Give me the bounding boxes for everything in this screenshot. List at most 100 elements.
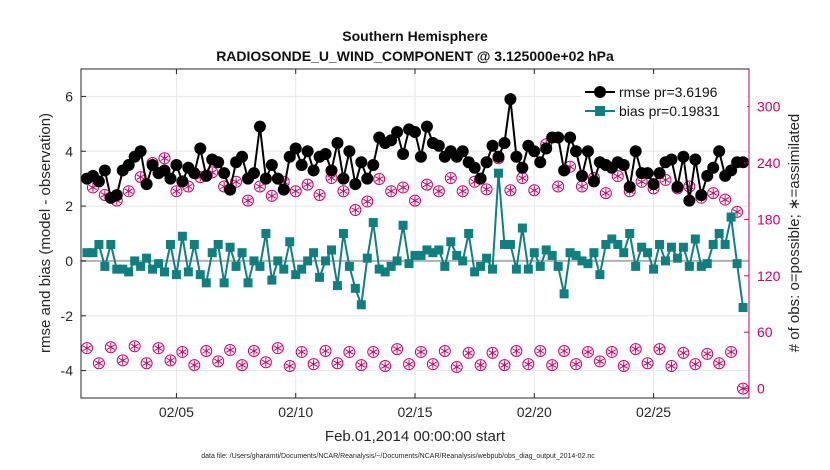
bias-point	[672, 253, 682, 263]
rmse-point	[492, 150, 505, 163]
asterisk-stroke	[607, 349, 616, 355]
rmse-point	[504, 93, 517, 106]
obs-assimilated-point	[386, 186, 396, 196]
bias-point	[374, 264, 384, 274]
obs-possible-point	[391, 343, 404, 356]
obs-possible-point	[438, 345, 451, 357]
rmse-point	[98, 164, 111, 177]
asterisk-stroke	[732, 209, 742, 215]
obs-possible-point	[605, 345, 618, 358]
obs-assimilated-point	[548, 360, 557, 370]
bias-point	[619, 248, 629, 258]
obs-assimilated-point	[738, 384, 748, 394]
rmse-point	[516, 161, 529, 174]
obs-possible-point	[140, 357, 153, 370]
y-axis-right: 0 60 120 180 240 300	[744, 69, 781, 398]
rmse-point	[319, 147, 332, 160]
bias-point	[505, 239, 515, 249]
asterisk-stroke	[720, 196, 730, 203]
bias-point	[237, 248, 247, 258]
asterisk-stroke	[583, 349, 593, 355]
rmse-point	[391, 126, 404, 139]
legend-box	[581, 79, 747, 123]
obs-assimilated-point	[643, 358, 652, 368]
bias-point	[577, 256, 587, 266]
y2-tick-label: 0	[757, 381, 765, 397]
asterisk-stroke	[643, 360, 652, 366]
bias-point	[708, 239, 718, 249]
asterisk-stroke	[434, 188, 444, 194]
obs-possible-point	[450, 360, 463, 373]
obs-assimilated-point	[715, 358, 724, 368]
rmse-point	[725, 164, 738, 177]
asterisk-stroke	[613, 173, 622, 179]
bias-point	[207, 248, 217, 258]
obs-possible-point	[319, 345, 332, 357]
y-tick-label: 6	[65, 88, 73, 104]
rmse-point	[498, 137, 511, 150]
asterisk-stroke	[237, 362, 247, 368]
bias-point	[738, 303, 748, 313]
obs-assimilated-point	[369, 347, 378, 357]
obs-assimilated-point	[106, 342, 115, 352]
rmse-point	[295, 158, 308, 171]
rmse-point	[701, 169, 714, 182]
obs-possible-point	[247, 345, 260, 357]
rmse-point	[480, 156, 493, 169]
obs-assimilated-point	[709, 188, 718, 198]
bias-point	[416, 250, 426, 260]
asterisk-stroke	[482, 186, 491, 193]
obs-possible-point	[570, 358, 583, 371]
asterisk-stroke	[345, 349, 354, 355]
asterisk-stroke	[577, 183, 587, 190]
x-axis: 02/05 02/10 02/15 02/20 02/25	[159, 69, 671, 420]
obs-possible-point	[128, 340, 141, 353]
obs-possible-point	[236, 359, 249, 372]
obs-possible-point	[593, 355, 606, 368]
obs-possible-point	[719, 193, 732, 206]
asterisk-stroke	[136, 174, 145, 180]
bias-point	[356, 300, 366, 310]
rmse-point	[188, 167, 201, 180]
asterisk-stroke	[273, 345, 282, 351]
obs-assimilated-point	[255, 182, 265, 191]
obs-possible-point	[474, 359, 487, 372]
bias-point	[470, 267, 480, 277]
bias-point	[88, 248, 98, 258]
y2-tick-label: 120	[757, 268, 781, 284]
obs-assimilated-point	[345, 347, 354, 357]
obs-possible-point	[731, 205, 744, 218]
asterisk-stroke	[440, 348, 449, 354]
obs-possible-point	[224, 344, 237, 357]
obs-assimilated-point	[482, 184, 491, 194]
rmse-point	[456, 145, 469, 158]
bias-point	[726, 212, 736, 222]
bias-point	[625, 229, 635, 238]
obs-assimilated-point	[583, 347, 593, 357]
rmse-point	[540, 142, 553, 155]
obs-possible-point	[265, 189, 278, 202]
obs-assimilated-point	[404, 359, 414, 369]
obs-possible-point	[558, 345, 571, 357]
bias-point	[494, 168, 503, 178]
rmse-point	[271, 172, 284, 185]
bias-point	[332, 281, 342, 291]
bias-point	[267, 275, 277, 285]
obs-possible-point	[176, 345, 189, 358]
obs-possible-point	[725, 345, 738, 358]
y2-tick-label: 300	[757, 99, 781, 115]
asterisk-stroke	[267, 193, 277, 199]
bias-point	[148, 264, 158, 274]
obs-assimilated-point	[363, 197, 372, 207]
rmse-point	[707, 161, 720, 174]
obs-possible-point	[462, 346, 475, 359]
asterisk-stroke	[321, 348, 330, 354]
obs-possible-point	[92, 357, 105, 370]
rmse-point	[385, 134, 398, 147]
asterisk-stroke	[661, 177, 670, 183]
asterisk-stroke	[518, 175, 527, 181]
asterisk-stroke	[488, 350, 497, 356]
obs-assimilated-point	[613, 171, 622, 181]
rmse-point	[140, 178, 153, 191]
obs-possible-point	[331, 357, 344, 370]
